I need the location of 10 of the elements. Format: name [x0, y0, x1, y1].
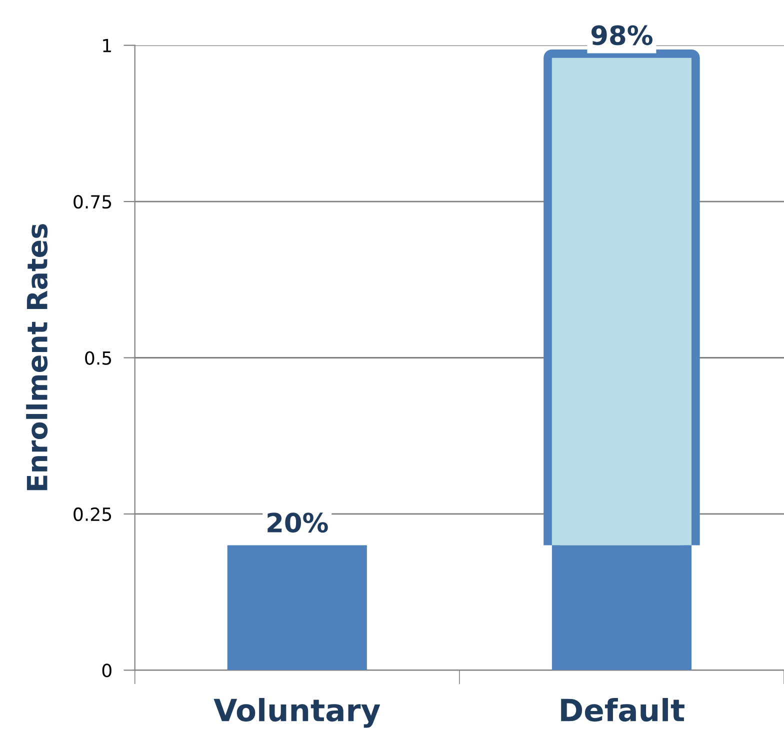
total-label: 20%: [268, 512, 328, 533]
y-tick-label: 0: [102, 664, 112, 678]
x-tick-label: Voluntary: [214, 698, 380, 728]
y-tick-label: 0.5: [85, 351, 112, 365]
y-tick-label: 1: [103, 39, 111, 52]
x-tick-label: Default: [561, 698, 684, 722]
y-axis-title: Enrollment Rates: [26, 224, 48, 490]
total-label: 98%: [591, 25, 652, 46]
y-tick-label: 0.75: [74, 195, 112, 209]
y-tick-label: 0.25: [74, 507, 112, 522]
